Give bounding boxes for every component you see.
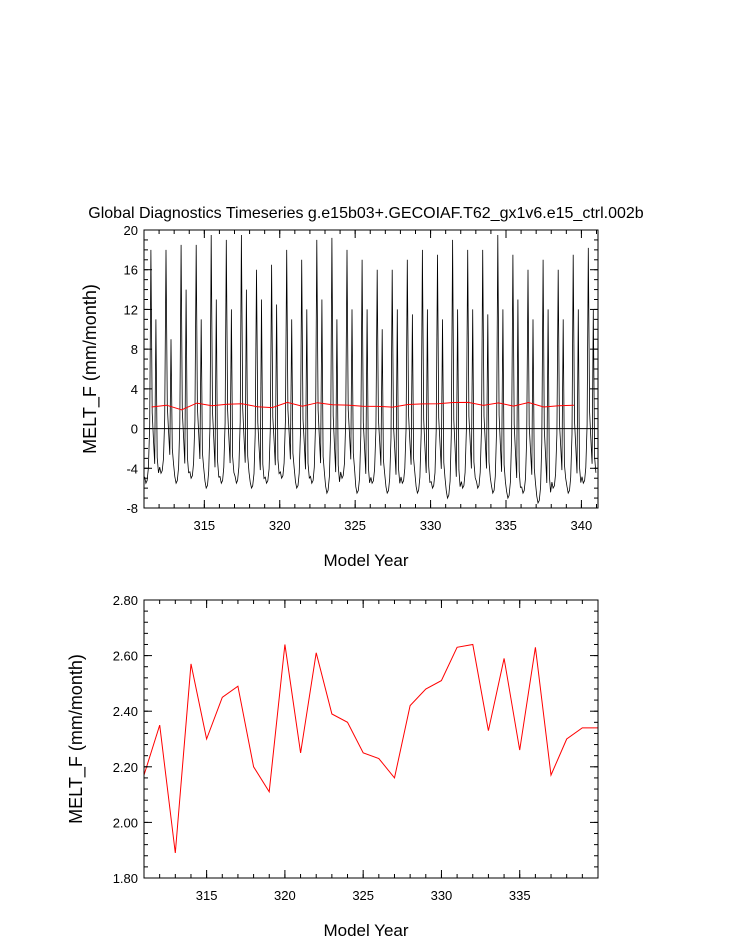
y-axis-label: MELT_F (mm/month) <box>66 654 87 824</box>
y-axis: 1.80 2.00 2.20 2.40 2.60 2.80 <box>113 593 598 886</box>
x-tick-label: 330 <box>431 888 453 903</box>
y-tick-label: 2.80 <box>113 593 138 608</box>
y-tick-label: 1.80 <box>113 871 138 886</box>
x-tick-label: 320 <box>269 518 291 533</box>
timeseries-chart-annual: 1.80 2.00 2.20 2.40 2.60 2.80 315 320 325 330 335… <box>66 593 599 940</box>
x-axis-label: Model Year <box>323 551 408 570</box>
x-tick-label: 315 <box>193 518 215 533</box>
plot-frame <box>143 599 599 879</box>
timeseries-chart-monthly: Global Diagnostics Timeseries g.e15b03+.… <box>80 205 644 570</box>
y-tick-label: 16 <box>124 263 138 278</box>
x-tick-label: 335 <box>509 888 531 903</box>
y-tick-label: 2.20 <box>113 760 138 775</box>
x-tick-label: 315 <box>196 888 218 903</box>
x-tick-label: 325 <box>352 888 374 903</box>
x-tick-label: 340 <box>571 518 593 533</box>
monthly-series-line <box>144 234 597 505</box>
x-axis-label: Model Year <box>323 921 408 940</box>
y-tick-label: 4 <box>131 382 138 397</box>
chart-title: Global Diagnostics Timeseries g.e15b03+.… <box>88 205 644 222</box>
y-tick-label: -4 <box>126 461 138 476</box>
x-tick-label: 320 <box>274 888 296 903</box>
y-tick-label: 20 <box>124 223 138 238</box>
y-tick-label: 8 <box>131 342 138 357</box>
y-tick-label: 2.60 <box>113 649 138 664</box>
x-tick-label: 325 <box>344 518 366 533</box>
x-axis: 315 320 325 330 335 <box>143 600 599 903</box>
y-tick-label: 0 <box>131 422 138 437</box>
plot-area <box>143 643 598 854</box>
x-tick-label: 335 <box>495 518 517 533</box>
plot-area <box>144 234 598 505</box>
x-tick-label: 330 <box>420 518 442 533</box>
y-tick-label: 2.00 <box>113 815 138 830</box>
annual-mean-line <box>143 643 598 854</box>
x-axis: 315 320 325 330 335 340 <box>143 230 597 533</box>
y-axis-label: MELT_F (mm/month) <box>80 284 101 454</box>
y-tick-label: 12 <box>124 302 138 317</box>
y-axis: -8 -4 0 4 8 12 16 20 <box>124 223 598 516</box>
y-tick-label: 2.40 <box>113 704 138 719</box>
annual-mean-line <box>151 401 574 411</box>
y-tick-label: -8 <box>126 501 138 516</box>
